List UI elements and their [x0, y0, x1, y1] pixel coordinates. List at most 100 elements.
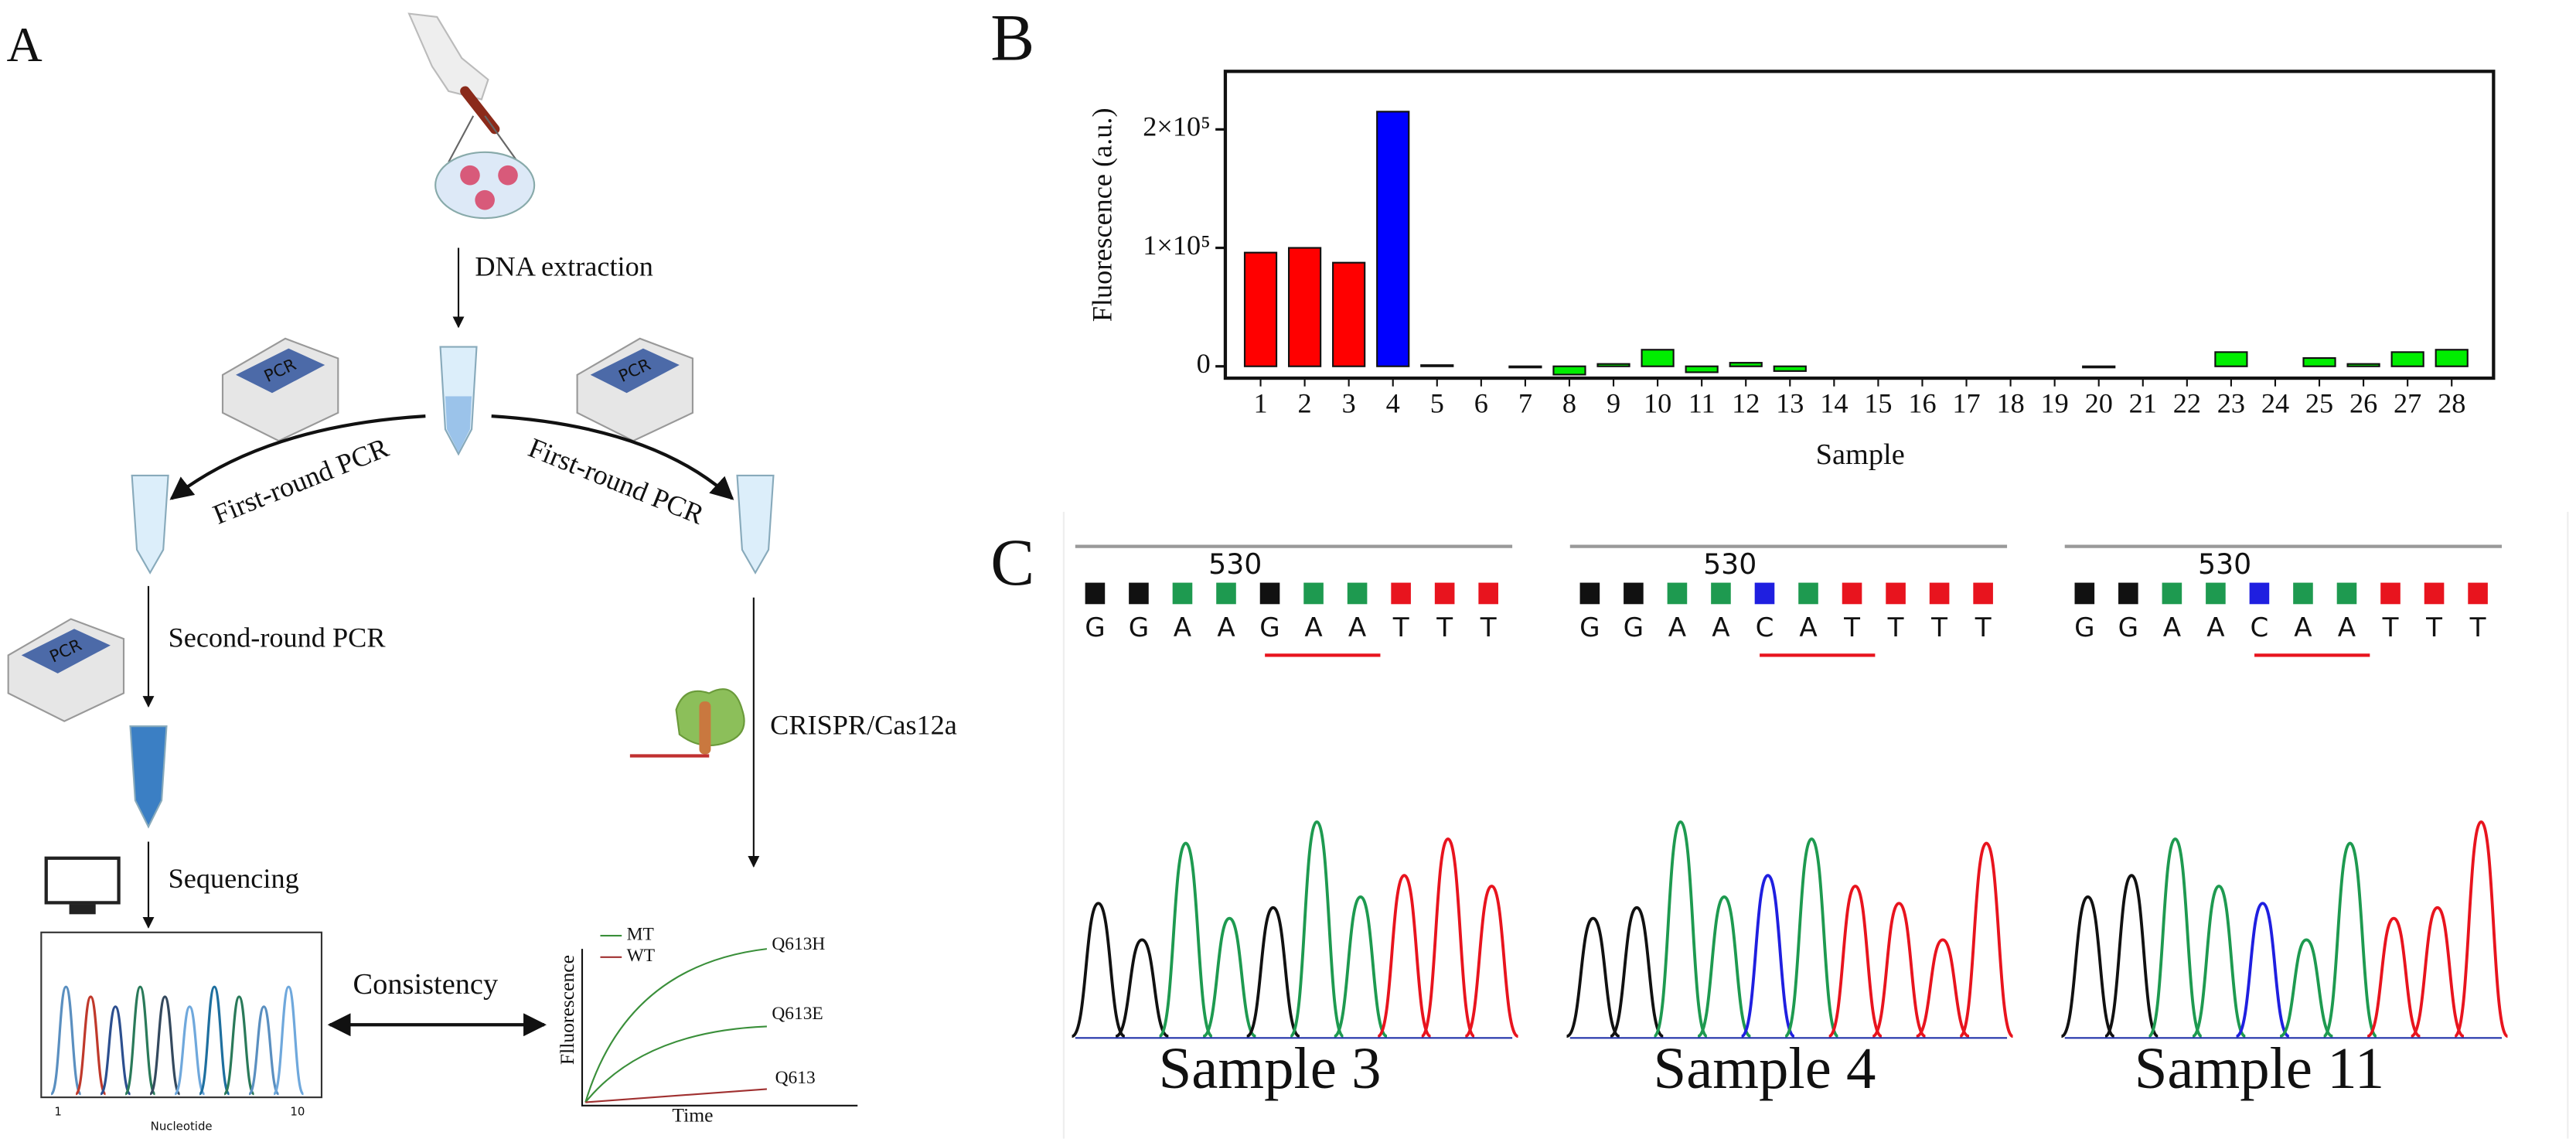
trace-peak: [2279, 938, 2334, 1038]
base-letter: T: [1843, 612, 1860, 643]
bar: [1685, 365, 1719, 373]
base-letter: G: [1085, 612, 1105, 643]
trace-peak: [2060, 895, 2115, 1038]
bar: [1596, 363, 1630, 367]
x-tick-label: 8: [1562, 388, 1576, 419]
x-tick-label: 6: [1474, 388, 1488, 419]
monitor-stand: [69, 904, 96, 915]
base-letter: T: [2469, 612, 2486, 643]
trace-peak: [99, 1005, 132, 1096]
panel-a: A DNA extraction PCR PCR PCR First-round…: [7, 12, 957, 1134]
x-tick-label: 14: [1820, 388, 1848, 419]
base-square: [1391, 582, 1411, 605]
step-label: First-round PCR: [209, 431, 394, 530]
trace-peak: [1697, 895, 1752, 1038]
base-letter: T: [1975, 612, 1992, 643]
x-tick-label: 19: [2041, 388, 2069, 419]
bar: [2082, 365, 2116, 369]
base-square: [2162, 582, 2182, 605]
trace-peak: [247, 1005, 281, 1096]
base-square: [2249, 582, 2270, 605]
base-square: [1085, 582, 1106, 605]
base-letter: T: [1392, 612, 1409, 643]
panel-label: C: [990, 527, 1034, 599]
pcr-machine: PCR: [576, 337, 693, 442]
trace-peak: [223, 995, 256, 1096]
base-square: [2293, 582, 2313, 605]
base-letter: A: [2163, 612, 2182, 643]
trace-peak: [1115, 938, 1170, 1038]
base-square: [1711, 582, 1731, 605]
panel-label: A: [7, 17, 43, 72]
trace-peak: [2366, 916, 2421, 1038]
trace-peak: [1377, 874, 1432, 1038]
base-square: [1842, 582, 1862, 605]
sample-name: Sample 3: [1159, 1035, 1382, 1101]
trace-peak: [1872, 902, 1927, 1038]
trace-peak: [272, 985, 305, 1096]
curve-label: Q613E: [772, 1004, 823, 1024]
base-letter: T: [1436, 612, 1453, 643]
axis-label: Nucleotide: [151, 1120, 213, 1134]
trace-peak: [1740, 874, 1795, 1038]
base-square: [1886, 582, 1906, 605]
base-letter: C: [2251, 612, 2269, 643]
x-tick-label: 16: [1908, 388, 1936, 419]
trace-peak: [1652, 820, 1709, 1038]
trace-peak: [1333, 895, 1388, 1038]
base-letter: A: [2338, 612, 2356, 643]
zoom-line: [484, 115, 519, 163]
bar: [1729, 362, 1763, 367]
step-label: Sequencing: [169, 863, 299, 894]
trace-peak: [148, 995, 182, 1096]
x-tick-label: 11: [1688, 388, 1716, 419]
base-square: [1303, 582, 1324, 605]
step-label: Second-round PCR: [169, 622, 387, 653]
curve: [585, 1088, 767, 1103]
tube-liquid: [445, 396, 472, 453]
sample-name: Sample 4: [1654, 1035, 1876, 1101]
base-square: [2380, 582, 2401, 605]
x-tick-label: 22: [2173, 388, 2201, 419]
bar: [1243, 251, 1278, 367]
base-square: [1478, 582, 1498, 605]
trace-peak: [2104, 874, 2159, 1038]
trace-peak: [1958, 841, 2015, 1038]
base-letter: G: [2118, 612, 2138, 643]
curve-label: Q613H: [772, 934, 825, 954]
x-tick-label: 25: [2305, 388, 2333, 419]
bar: [1552, 365, 1586, 376]
base-letter: A: [1304, 612, 1323, 643]
base-square: [1129, 582, 1149, 605]
trace-peak: [124, 985, 157, 1096]
sequencing-peaks: [49, 985, 305, 1096]
bar: [2390, 351, 2424, 367]
curve-label: Q613: [775, 1068, 816, 1088]
base-square: [2118, 582, 2138, 605]
base-letter: C: [1756, 612, 1774, 643]
tick-label: 10: [290, 1104, 305, 1118]
trace-peak: [2410, 905, 2465, 1038]
base-square: [1216, 582, 1236, 605]
bar: [1376, 111, 1410, 367]
base-square: [1798, 582, 1818, 605]
base-letter: A: [1348, 612, 1367, 643]
base-letter: T: [1930, 612, 1947, 643]
bar: [2435, 349, 2469, 367]
kinetics-axes: [581, 949, 858, 1107]
base-letter: T: [2425, 612, 2442, 643]
tube: [129, 725, 168, 829]
axis-label: Time: [672, 1104, 713, 1127]
axis-label: Flluorescence: [556, 955, 578, 1065]
y-tick-label: 1×10⁵: [1143, 230, 1210, 261]
x-tick-label: 1: [1253, 388, 1267, 419]
trace-peak: [173, 1005, 206, 1096]
base-letter: A: [1668, 612, 1687, 643]
trace-peak: [1157, 841, 1214, 1038]
x-tick-label: 18: [1996, 388, 2024, 419]
sample-name: Sample 11: [2135, 1035, 2384, 1101]
step-label: CRISPR/Cas12a: [770, 710, 957, 741]
trace-peak: [1464, 885, 1519, 1038]
bar: [1332, 261, 1366, 367]
